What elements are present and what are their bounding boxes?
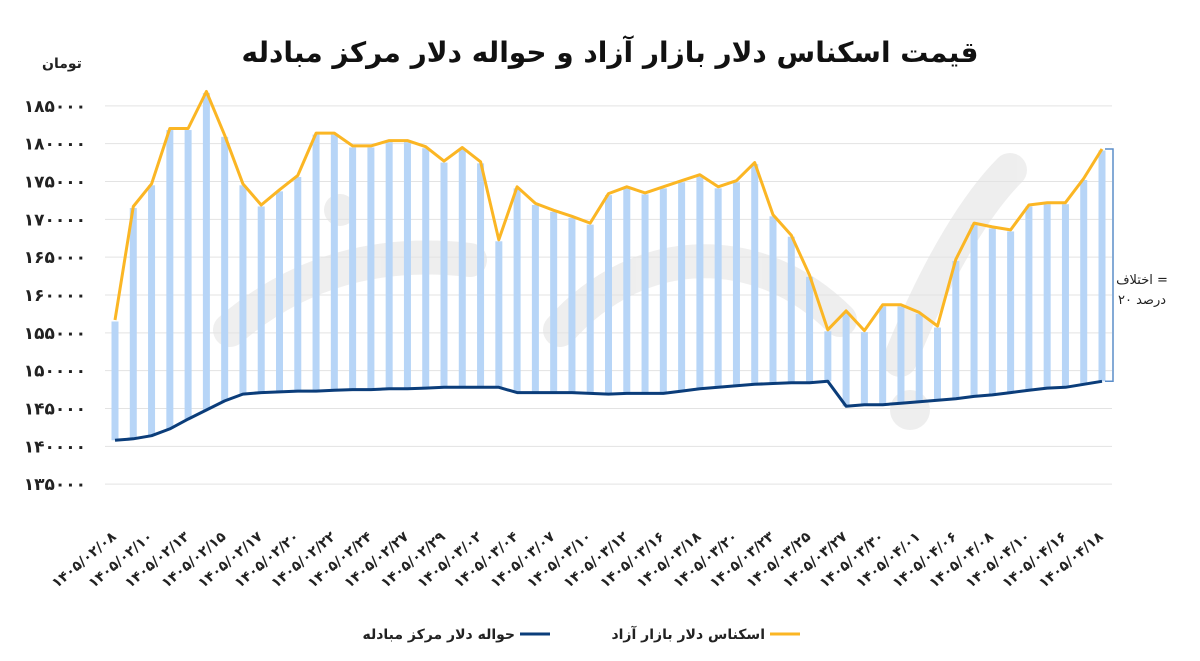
bar-free-market	[1025, 206, 1033, 391]
legend-label-free-market: اسکناس دلار بازار آزاد	[611, 625, 765, 643]
legend-item-exchange-center: حواله دلار مرکز مبادله	[362, 627, 550, 643]
bar-free-market	[367, 147, 375, 390]
bar-free-market	[1098, 150, 1106, 382]
bar-free-market	[111, 321, 119, 441]
bar-free-market	[659, 188, 667, 394]
bar-free-market	[531, 204, 539, 393]
bar-free-market	[349, 147, 357, 390]
bar-free-market	[842, 312, 850, 407]
bar-free-market	[934, 327, 941, 401]
bar-free-market	[440, 162, 448, 388]
bar-free-market	[148, 185, 156, 436]
difference-label-line2: ۲۰ درصد	[1118, 293, 1166, 308]
bar-free-market	[458, 148, 466, 388]
bar-free-market	[568, 217, 576, 393]
bar-free-market	[988, 228, 996, 395]
y-tick-label: ۱۵۰۰۰۰	[24, 362, 86, 382]
bar-free-market	[403, 142, 411, 389]
legend-item-free-market: اسکناس دلار بازار آزاد	[611, 625, 800, 643]
bar-free-market	[696, 176, 704, 389]
bar-free-market	[550, 211, 558, 393]
free-market-bars	[111, 92, 1106, 441]
bar-free-market	[184, 130, 192, 420]
bar-free-market	[221, 136, 229, 401]
legend: اسکناس دلار بازار آزاد حواله دلار مرکز م…	[362, 625, 800, 643]
bar-free-market	[495, 241, 503, 388]
line-free-market	[113, 90, 1104, 333]
bar-free-market	[897, 306, 905, 404]
y-tick-label: ۱۷۵۰۰۰	[24, 173, 86, 193]
bar-free-market	[477, 163, 485, 388]
y-tick-label: ۱۶۰۰۰۰	[24, 286, 86, 306]
y-tick-label: ۱۴۵۰۰۰	[24, 400, 86, 420]
bar-free-market	[623, 188, 631, 394]
bar-free-market	[257, 206, 265, 393]
bar-free-market	[915, 313, 923, 402]
y-tick-label: ۱۵۵۰۰۰	[24, 324, 86, 344]
series-lines	[113, 90, 1104, 442]
bar-free-market	[422, 148, 430, 389]
bar-free-market	[787, 236, 795, 383]
bar-free-market	[952, 260, 960, 399]
bar-free-market	[769, 216, 777, 384]
bar-free-market	[1007, 231, 1015, 393]
bar-free-market	[714, 188, 722, 388]
y-tick-label: ۱۸۰۰۰۰	[24, 135, 86, 155]
difference-bracket	[1105, 148, 1114, 383]
bar-free-market	[202, 92, 210, 411]
bar-free-market	[970, 224, 978, 397]
bar-free-market	[330, 134, 338, 391]
bar-free-market	[751, 164, 759, 385]
bar-free-market	[1080, 179, 1088, 385]
difference-annotation: اختلاف = ۲۰ درصد	[1105, 148, 1168, 383]
bar-free-market	[1061, 204, 1069, 388]
bar-free-market	[732, 182, 740, 386]
line-exchange-center	[114, 379, 1103, 442]
chart-title: قیمت اسکناس دلار بازار آزاد و حواله دلار…	[242, 35, 979, 69]
bar-free-market	[879, 306, 887, 405]
legend-label-exchange-center: حواله دلار مرکز مبادله	[362, 627, 515, 643]
y-tick-label: ۱۷۰۰۰۰	[24, 210, 86, 230]
bar-free-market	[605, 195, 612, 395]
y-axis-ticks: ۱۳۵۰۰۰ ۱۴۰۰۰۰ ۱۴۵۰۰۰ ۱۵۰۰۰۰ ۱۵۵۰۰۰ ۱۶۰۰۰۰ ۱۶۵۰…	[24, 97, 86, 495]
y-tick-label: ۱۴۰۰۰۰	[24, 437, 86, 457]
bar-free-market	[166, 130, 174, 429]
x-axis-ticks: ۱۴۰۵/۰۲/۰۸۱۴۰۵/۰۲/۱۰۱۴۰۵/۰۲/۱۳۱۴۰۵/۰۲/۱۵…	[49, 529, 1107, 592]
y-tick-label: ۱۶۵۰۰۰	[24, 248, 86, 268]
bar-free-market	[294, 176, 302, 392]
bar-free-market	[641, 194, 649, 394]
bar-free-market	[239, 185, 247, 395]
bar-free-market	[678, 182, 686, 392]
bar-free-market	[860, 332, 868, 405]
y-tick-label: ۱۸۵۰۰۰	[24, 97, 86, 117]
bar-free-market	[513, 188, 521, 393]
bar-free-market	[312, 134, 320, 392]
y-axis-unit-label: تومان	[42, 56, 82, 72]
bar-free-market	[129, 207, 137, 439]
bar-free-market	[586, 224, 594, 394]
bar-free-market	[385, 142, 393, 389]
y-tick-label: ۱۳۵۰۰۰	[24, 475, 86, 495]
difference-label-line1: اختلاف =	[1116, 273, 1168, 288]
bar-free-market	[806, 276, 814, 383]
bar-free-market	[824, 331, 832, 382]
bar-free-market	[276, 191, 283, 392]
bar-free-market	[1043, 204, 1051, 389]
